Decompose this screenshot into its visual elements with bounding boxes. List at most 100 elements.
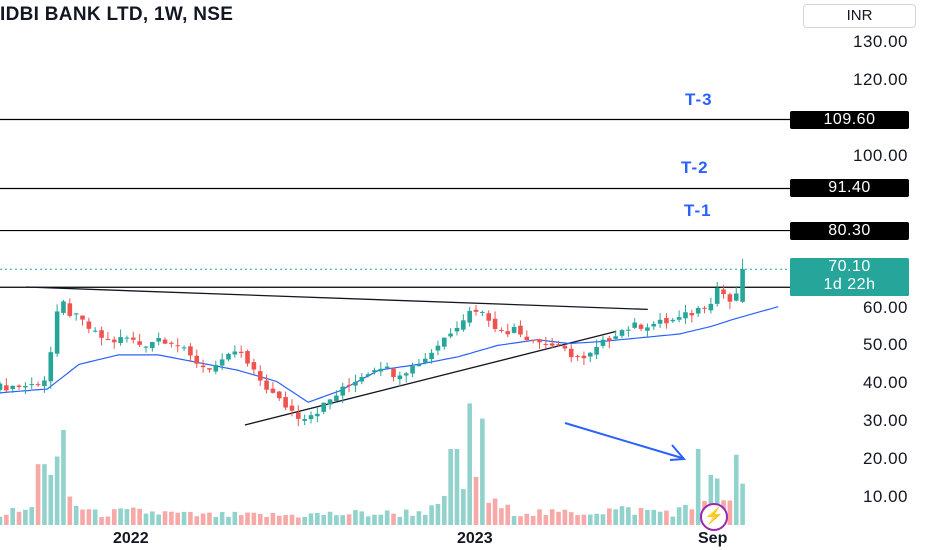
candle-body [48,352,54,382]
volume-bar [315,513,320,525]
bar-countdown: 1d 22h [823,276,876,293]
candle-body [359,377,365,382]
volume-bar [714,478,720,525]
last-price-box: 70.10 1d 22h [790,258,909,296]
volume-bar [448,449,453,525]
candle-body [16,385,22,388]
volume-bar [213,516,219,525]
candle-body [226,353,231,360]
volume-bar [365,516,371,525]
candle-body [162,339,168,344]
candle-body [524,336,530,341]
candle-body [689,313,695,316]
volume-bar [219,512,225,525]
candle-body [181,347,187,349]
volume-bar [587,514,593,525]
volume-bar [556,511,561,525]
volume-bar [708,474,714,525]
volume-bar [321,514,326,525]
y-tick-label: 20.00 [862,449,908,469]
candle-body [632,322,638,328]
volume-bar [175,512,181,525]
candle-body [321,402,326,412]
volume-bar [689,509,695,525]
volume-bar [181,511,187,525]
candle-body [283,397,288,408]
volume-bar [29,507,35,525]
candle-body [549,343,555,346]
volume-bar [359,511,365,525]
currency-selector[interactable]: INR [803,4,916,28]
volume-bar [340,515,346,525]
candle-body [651,323,657,327]
volume-bar [473,476,479,525]
candle-body [664,318,669,324]
candle-body [568,348,574,358]
volume-bar [150,511,155,525]
candle-body [594,346,599,355]
volume-bar [118,508,123,525]
candle-body [410,366,415,374]
volume-bar [581,514,587,525]
y-tick-label: 30.00 [862,411,908,431]
volume-bar [530,515,536,525]
volume-bar [23,509,28,525]
volume-bar [683,504,688,525]
y-tick-label: 120.00 [853,70,908,90]
level-price-box: 80.30 [790,221,909,240]
candle-body [264,380,269,390]
candle-body [600,339,606,346]
candle-body [613,336,618,339]
trendlines [26,286,648,426]
candle-body [245,351,250,364]
candle-body [626,329,631,331]
volume-bar [143,513,149,525]
candle-body [575,355,580,357]
volume-bar [289,514,295,525]
candle-body [638,324,644,329]
candle-body [200,365,206,368]
volume-bar [257,513,263,525]
candles [0,258,745,427]
volume-bar [391,513,396,525]
candle-body [42,380,47,387]
y-tick-label: 60.00 [862,297,908,317]
candle-body [467,310,472,323]
candle-body [188,346,193,356]
volume-bar [334,515,339,525]
candle-body [397,375,403,380]
volume-bar [607,508,612,525]
candle-body [296,412,301,419]
volume-bar [480,418,485,525]
volume-bar [226,516,231,525]
volume-bar [727,500,733,525]
candle-body [607,338,612,341]
volume-bar [372,514,377,525]
volume-bar [296,517,301,525]
candle-body [422,358,428,363]
candle-body [473,309,479,312]
volume-bar [378,514,384,525]
y-tick-label: 100.00 [853,145,908,165]
volume-bar [124,509,130,525]
candle-body [461,320,466,330]
candle-body [378,368,384,372]
candle-body [695,307,701,314]
volume-bar [626,507,631,525]
candle-body [150,341,155,349]
flash-icon[interactable]: ⚡ [700,503,728,531]
volume-bar [194,516,200,525]
candle-body [251,362,257,370]
candle-body [73,313,79,315]
volume-bar [276,515,282,525]
volume-bar [80,509,85,525]
candle-body [111,339,117,343]
candle-body [23,385,28,388]
level-price-box: 91.40 [790,179,909,198]
volume-bar [454,449,460,525]
candle-body [530,339,536,341]
candle-body [562,345,568,349]
volume-bar [524,513,530,525]
candle-body [499,330,504,332]
